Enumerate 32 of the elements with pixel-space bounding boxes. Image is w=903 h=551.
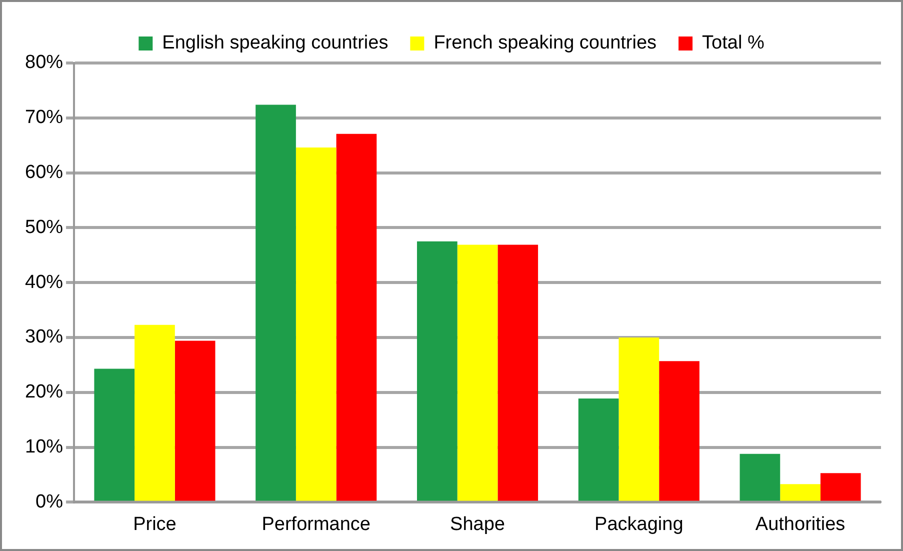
bar xyxy=(94,368,135,501)
y-tick-label: 40% xyxy=(24,272,64,293)
bar xyxy=(457,244,498,501)
bar xyxy=(134,324,175,501)
bar xyxy=(659,361,700,501)
y-tick-label: 30% xyxy=(24,326,64,348)
y-tick-label: 80% xyxy=(24,52,64,74)
legend-label: English speaking countries xyxy=(162,32,388,54)
bar xyxy=(296,148,336,501)
y-tick-label: 10% xyxy=(24,436,64,458)
x-tick-label: Shape xyxy=(450,514,505,535)
x-tick-label: Performance xyxy=(262,514,371,535)
bar xyxy=(498,244,538,501)
y-tick-label: 20% xyxy=(24,382,64,403)
bar xyxy=(578,398,619,501)
x-tick-label: Price xyxy=(133,514,176,535)
bar xyxy=(820,473,861,501)
x-tick-label: Authorities xyxy=(755,514,846,535)
bar xyxy=(174,340,216,501)
y-tick-label: 60% xyxy=(24,162,64,184)
legend-label: Total % xyxy=(702,32,764,54)
y-tick-label: 70% xyxy=(24,107,64,128)
y-tick-label: 0% xyxy=(36,491,64,512)
bar xyxy=(780,484,820,501)
bar xyxy=(336,134,377,501)
bar xyxy=(740,454,780,501)
x-tick-label: Packaging xyxy=(594,514,684,535)
y-tick-label: 50% xyxy=(24,216,64,238)
bar xyxy=(618,338,660,501)
bar xyxy=(256,104,296,501)
bar xyxy=(416,241,458,501)
legend-label: French speaking countries xyxy=(434,32,657,54)
